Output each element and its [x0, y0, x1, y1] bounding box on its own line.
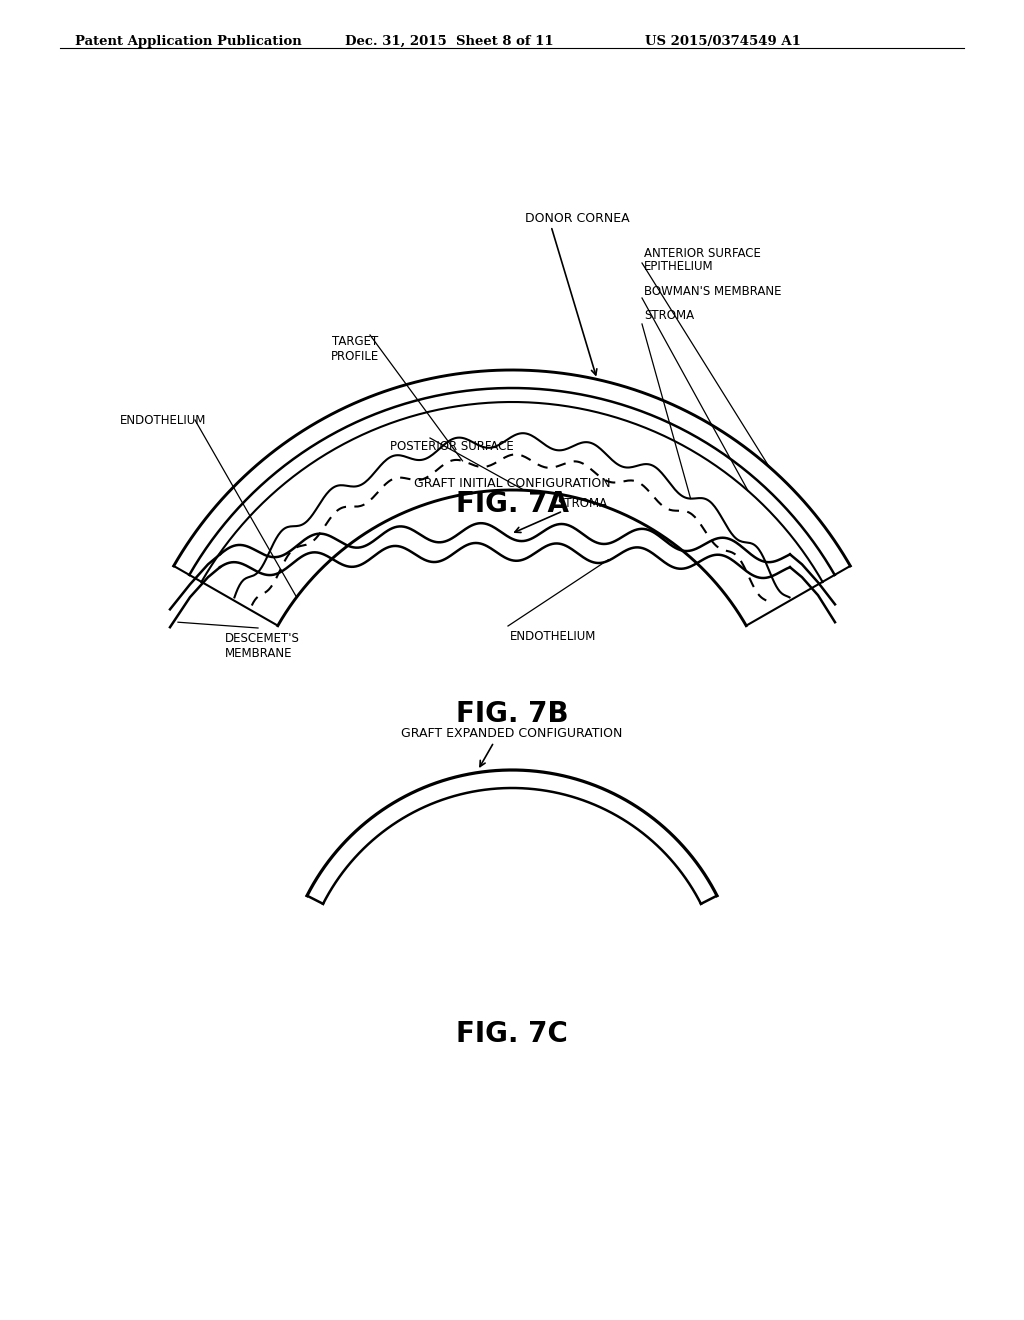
Text: FIG. 7C: FIG. 7C — [456, 1020, 568, 1048]
Text: EPITHELIUM: EPITHELIUM — [644, 260, 714, 273]
Text: TARGET
PROFILE: TARGET PROFILE — [331, 335, 379, 363]
Text: GRAFT EXPANDED CONFIGURATION: GRAFT EXPANDED CONFIGURATION — [401, 727, 623, 741]
Text: POSTERIOR SURFACE: POSTERIOR SURFACE — [390, 440, 514, 453]
Text: US 2015/0374549 A1: US 2015/0374549 A1 — [645, 36, 801, 48]
Text: ENDOTHELIUM: ENDOTHELIUM — [120, 413, 207, 426]
Text: Patent Application Publication: Patent Application Publication — [75, 36, 302, 48]
Text: GRAFT INITIAL CONFIGURATION: GRAFT INITIAL CONFIGURATION — [414, 477, 610, 490]
Text: ANTERIOR SURFACE: ANTERIOR SURFACE — [644, 247, 761, 260]
Text: STROMA: STROMA — [644, 309, 694, 322]
Text: BOWMAN'S MEMBRANE: BOWMAN'S MEMBRANE — [644, 285, 781, 298]
Text: ENDOTHELIUM: ENDOTHELIUM — [510, 630, 596, 643]
Text: FIG. 7B: FIG. 7B — [456, 700, 568, 729]
Text: Dec. 31, 2015  Sheet 8 of 11: Dec. 31, 2015 Sheet 8 of 11 — [345, 36, 554, 48]
Text: DESCEMET'S
MEMBRANE: DESCEMET'S MEMBRANE — [225, 632, 300, 660]
Text: FIG. 7A: FIG. 7A — [456, 490, 568, 517]
Text: STROMA: STROMA — [557, 498, 607, 510]
Text: DONOR CORNEA: DONOR CORNEA — [525, 213, 630, 224]
